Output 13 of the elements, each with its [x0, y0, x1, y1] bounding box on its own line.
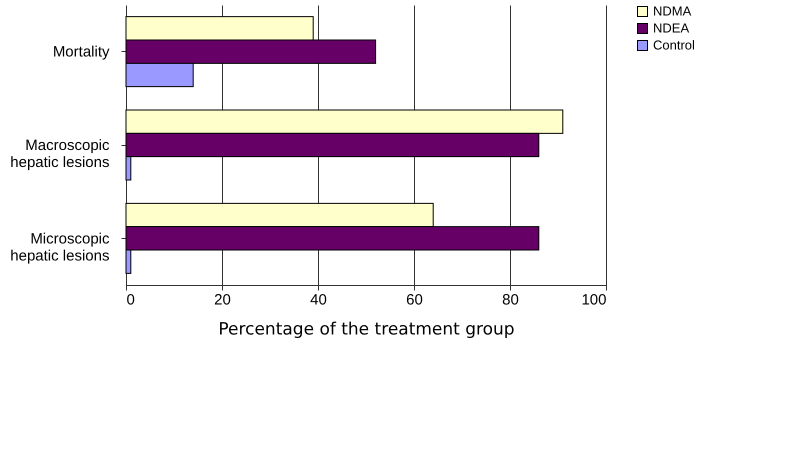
- x-tick-label: 0: [126, 292, 135, 308]
- legend-label: NDEA: [653, 20, 690, 36]
- x-tick-label: 20: [214, 292, 231, 308]
- x-axis-title: Percentage of the treatment group: [218, 320, 515, 340]
- legend-label: NDMA: [653, 4, 692, 18]
- y-tick-label: Mortality: [52, 44, 110, 61]
- legend-label: Control: [653, 38, 696, 52]
- y-tick-label: Microscopic hepatic lesions: [10, 230, 110, 264]
- x-tick-label: 40: [310, 292, 327, 308]
- x-tick-label: 80: [502, 292, 519, 308]
- x-tick-label: 60: [406, 292, 423, 308]
- y-tick-label: Macroscopic hepatic lesions: [10, 137, 110, 171]
- x-tick-label: 100: [581, 292, 606, 308]
